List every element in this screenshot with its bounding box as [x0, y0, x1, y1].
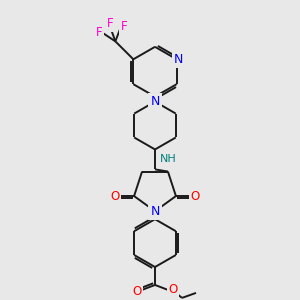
- Text: N: N: [150, 95, 160, 108]
- Text: O: O: [132, 285, 142, 298]
- Text: F: F: [121, 20, 128, 33]
- Text: NH: NH: [160, 154, 177, 164]
- Text: O: O: [168, 284, 178, 296]
- Text: O: O: [190, 190, 200, 202]
- Text: F: F: [107, 17, 114, 30]
- Text: F: F: [96, 26, 103, 39]
- Text: N: N: [174, 53, 183, 66]
- Text: N: N: [150, 205, 160, 218]
- Text: O: O: [110, 190, 120, 202]
